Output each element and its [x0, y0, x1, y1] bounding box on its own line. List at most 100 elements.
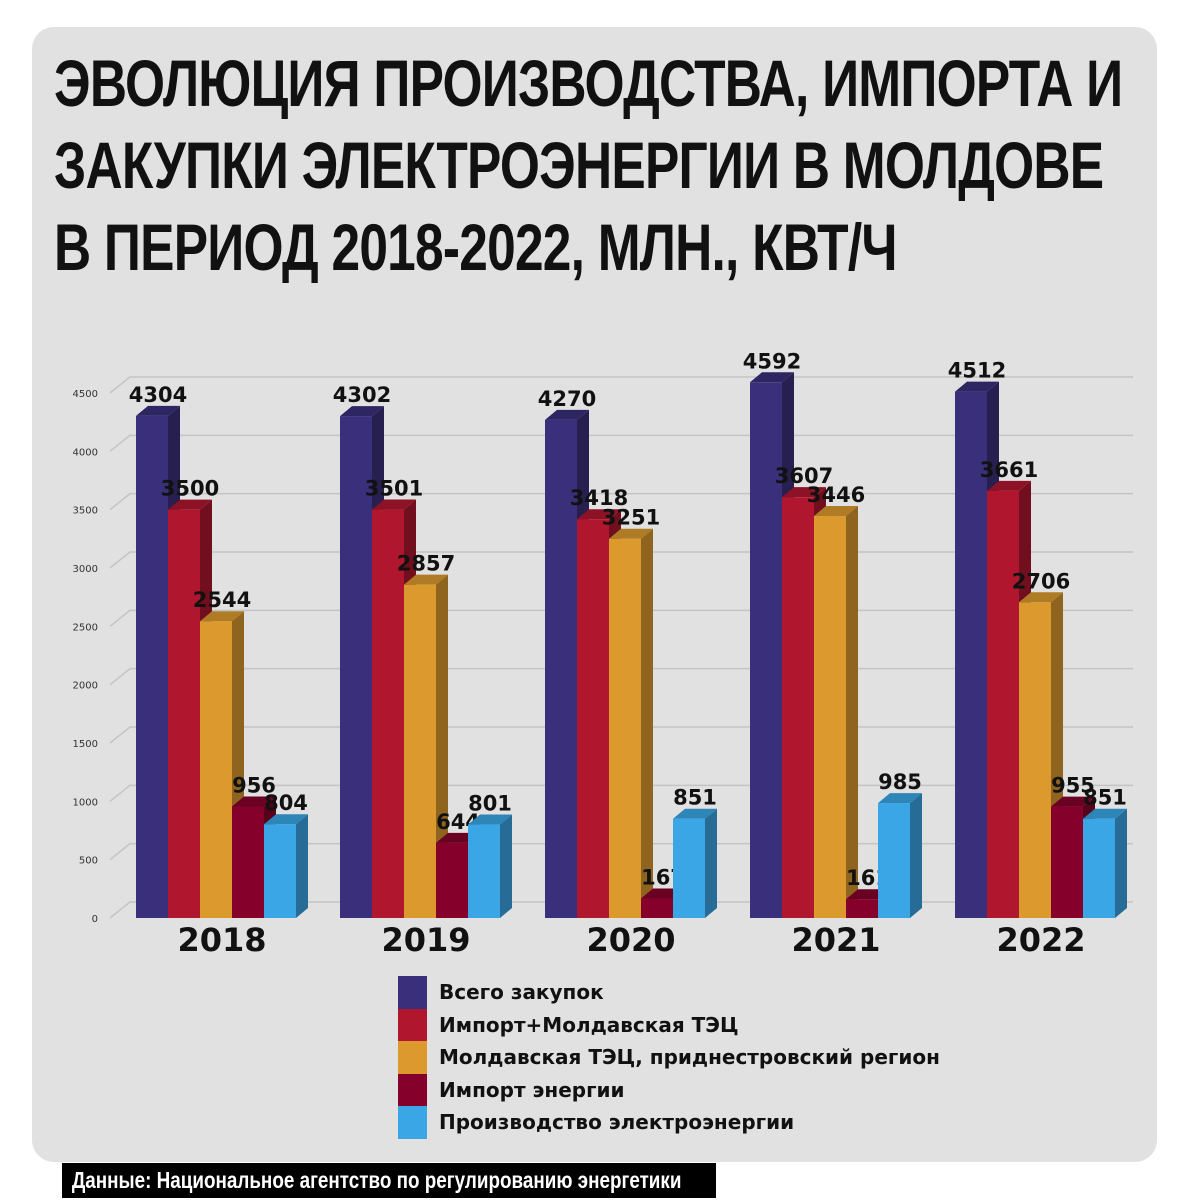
bar — [264, 824, 296, 918]
data-label: 3446 — [807, 483, 865, 507]
bar-top — [136, 405, 180, 416]
bar — [372, 509, 404, 918]
bar — [987, 490, 1019, 918]
x-tick-label: 2018 — [177, 921, 266, 959]
bar-top — [955, 381, 999, 392]
bar — [436, 842, 468, 918]
source-text: Данные: Национальное агентство по регули… — [71, 1167, 682, 1193]
bar — [955, 391, 987, 919]
legend-swatch — [398, 976, 427, 1009]
legend-item: Производство электроэнергии — [398, 1106, 940, 1139]
bar-side — [500, 814, 512, 918]
gridline — [109, 376, 1133, 394]
bar — [846, 899, 878, 918]
bar-top — [232, 796, 276, 807]
data-label: 3661 — [980, 458, 1038, 482]
data-label: 4302 — [333, 383, 391, 407]
y-tick-label: 3500 — [73, 506, 98, 517]
y-tick-label: 4500 — [73, 389, 98, 400]
bar — [878, 803, 910, 918]
bar — [468, 824, 500, 918]
data-label: 3418 — [570, 486, 628, 510]
bar — [404, 584, 436, 918]
title-line-3: В ПЕРИОД 2018-2022, МЛН., КВТ/Ч — [54, 210, 898, 284]
data-label: 2544 — [193, 588, 251, 612]
legend-label: Производство электроэнергии — [439, 1110, 795, 1135]
data-label: 3251 — [602, 506, 660, 530]
legend-label: Импорт энергии — [439, 1077, 625, 1102]
x-tick-label: 2021 — [791, 921, 880, 959]
bar — [1019, 602, 1051, 918]
bar — [782, 497, 814, 918]
legend-swatch — [398, 1106, 427, 1139]
data-label: 4304 — [129, 383, 187, 407]
data-label: 801 — [468, 792, 512, 816]
bar-side — [436, 574, 448, 918]
y-tick-label: 500 — [79, 856, 98, 867]
data-label: 851 — [673, 786, 717, 810]
data-label: 851 — [1083, 786, 1127, 810]
legend-item: Молдавская ТЭЦ, приднестровский регион — [398, 1041, 940, 1074]
bar-top — [264, 814, 308, 825]
y-tick-label: 0 — [92, 914, 98, 925]
bar — [1051, 806, 1083, 918]
bar-top — [468, 814, 512, 825]
bar — [232, 806, 264, 918]
bar-top — [1083, 808, 1127, 819]
bar — [577, 519, 609, 918]
bar-top — [987, 480, 1031, 491]
bar-top — [1019, 592, 1063, 603]
gridline — [109, 434, 1133, 452]
bar-side — [641, 528, 653, 918]
bar-top — [1051, 796, 1095, 807]
x-tick-label: 2019 — [381, 921, 470, 959]
legend-label: Всего закупок — [439, 980, 604, 1005]
bar — [814, 515, 846, 918]
data-label: 4592 — [743, 349, 801, 373]
legend-label: Импорт+Молдавская ТЭЦ — [439, 1012, 739, 1037]
data-label: 3501 — [365, 477, 423, 501]
bar — [641, 898, 673, 918]
bar — [545, 419, 577, 918]
bar-top — [404, 574, 448, 585]
bar — [340, 416, 372, 918]
data-label: 2706 — [1012, 569, 1070, 593]
data-label: 955 — [1051, 774, 1095, 798]
y-tick-label: 2500 — [73, 622, 98, 633]
bar — [750, 382, 782, 918]
bar-side — [1115, 808, 1127, 918]
bar-top — [673, 808, 717, 819]
y-tick-label: 1000 — [73, 797, 98, 808]
bar — [168, 509, 200, 918]
bar-top — [200, 611, 244, 622]
legend-swatch — [398, 1041, 427, 1074]
data-label: 3607 — [775, 464, 833, 488]
bar-top — [814, 505, 858, 516]
bar-side — [910, 793, 922, 918]
data-label: 985 — [878, 770, 922, 794]
x-tick-label: 2020 — [586, 921, 675, 959]
data-label: 956 — [232, 773, 276, 797]
bar-top — [782, 487, 826, 498]
bar-top — [545, 409, 589, 420]
legend: Всего закупок Импорт+Молдавская ТЭЦ Молдав… — [398, 976, 940, 1139]
legend-item: Импорт+Молдавская ТЭЦ — [398, 1008, 940, 1041]
data-label: 3500 — [161, 477, 219, 501]
bar — [673, 818, 705, 918]
bar-top — [372, 499, 416, 510]
bar-side — [705, 808, 717, 918]
bar-side — [846, 505, 858, 918]
source-footer: Данные: Национальное агентство по регули… — [62, 1163, 716, 1198]
data-label: 4512 — [948, 359, 1006, 383]
bar-top — [878, 793, 922, 804]
legend-item: Импорт энергии — [398, 1073, 940, 1106]
bar-top — [577, 509, 621, 520]
x-tick-label: 2022 — [996, 921, 1085, 959]
bar — [200, 621, 232, 918]
y-tick-label: 4000 — [73, 447, 98, 458]
y-tick-label: 1500 — [73, 739, 98, 750]
bar-top — [168, 499, 212, 510]
data-label: 804 — [264, 791, 308, 815]
legend-swatch — [398, 1073, 427, 1106]
